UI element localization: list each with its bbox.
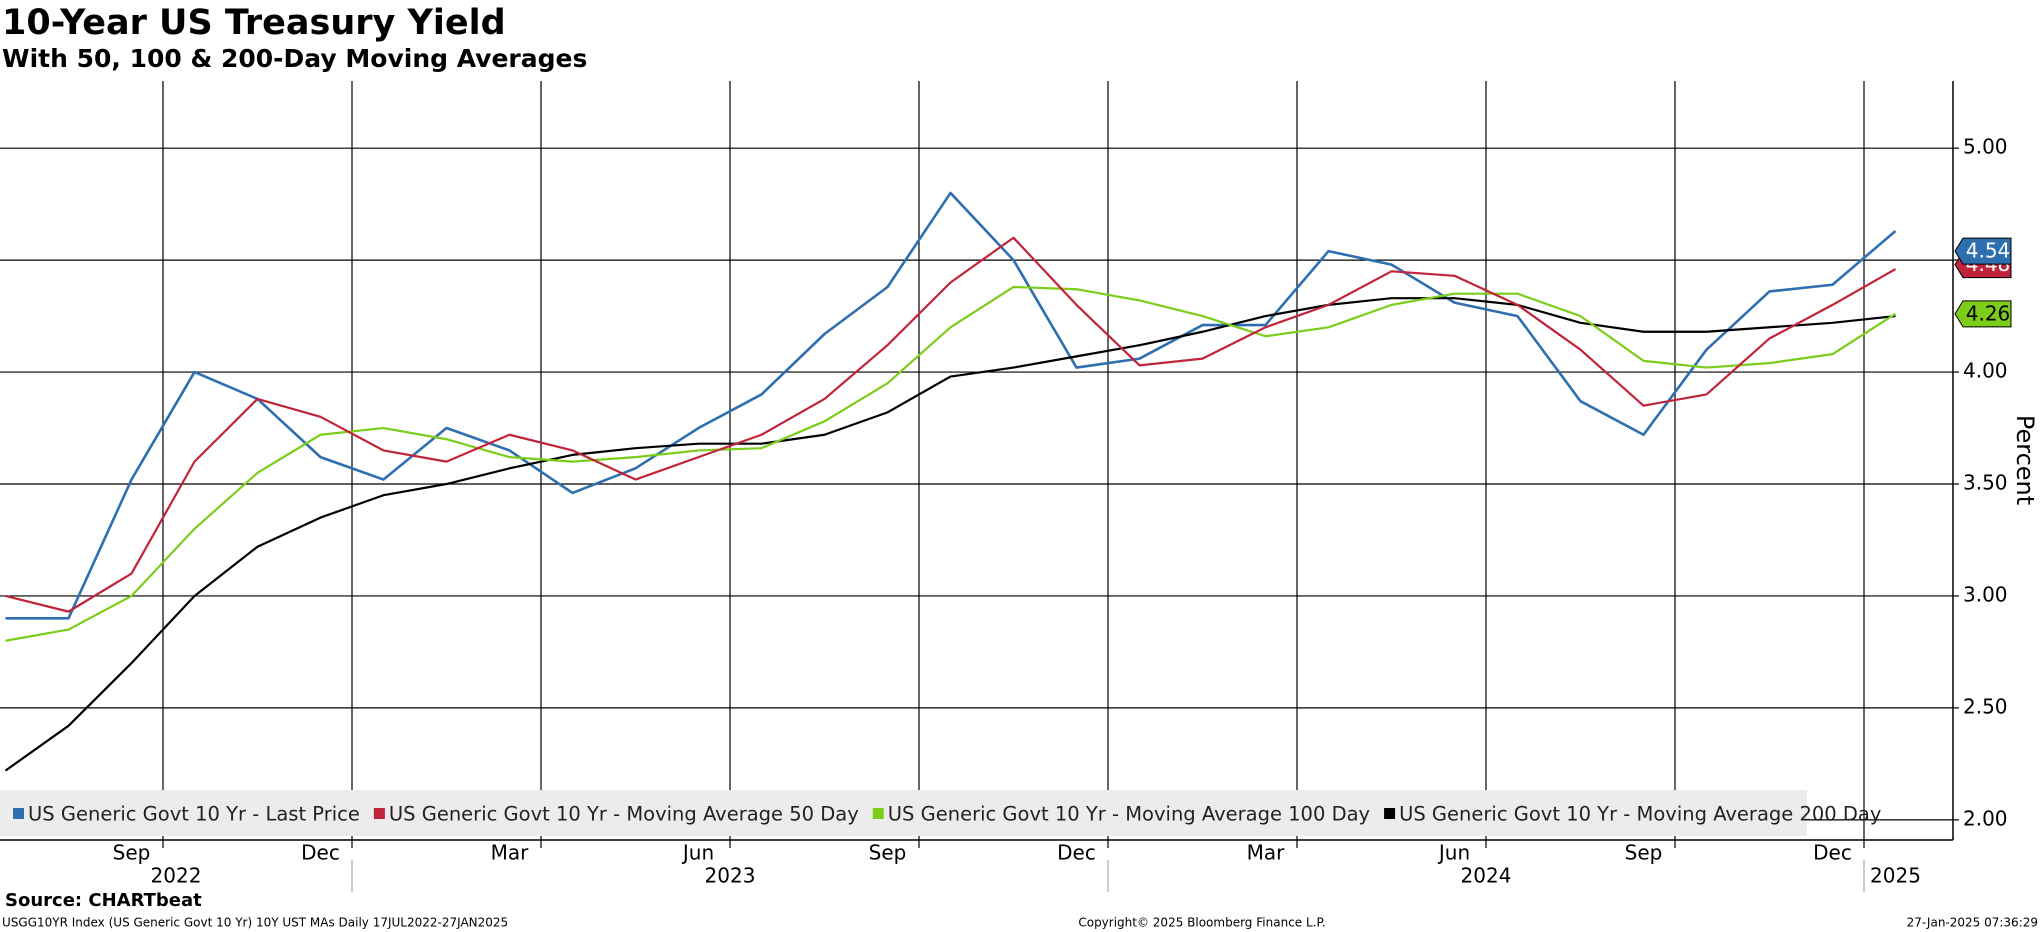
legend-box	[0, 790, 1807, 836]
x-tick-label: Jun	[681, 841, 714, 865]
y-tick-label: 3.50	[1963, 471, 2008, 495]
legend-label: US Generic Govt 10 Yr - Moving Average 1…	[888, 803, 1370, 826]
x-tick-label: Sep	[1625, 841, 1663, 865]
series-line	[5, 285, 1897, 642]
legend-swatch	[872, 808, 884, 819]
last-value-box	[1954, 237, 2012, 265]
x-tick-label: Dec	[1057, 841, 1096, 865]
year-label: 2023	[705, 864, 756, 888]
x-tick-label: Sep	[869, 841, 907, 865]
source: Source: CHARTbeat	[5, 890, 202, 911]
legend-label: US Generic Govt 10 Yr - Moving Average 2…	[1399, 803, 1881, 826]
last-value-label: 4.54	[1966, 239, 2011, 263]
chart-title: 10-Year US Treasury Yield	[2, 3, 506, 43]
footer-left: USGG10YR Index (US Generic Govt 10 Yr) 1…	[2, 916, 508, 930]
x-tick-label: Mar	[491, 841, 530, 865]
x-tick-label: Dec	[301, 841, 340, 865]
year-label: 2024	[1461, 864, 1512, 888]
y-tick-label: 2.00	[1963, 806, 2008, 830]
last-value-box	[1954, 300, 2012, 328]
legend-swatch	[373, 808, 385, 819]
footer-center: Copyright© 2025 Bloomberg Finance L.P.	[1078, 916, 1325, 930]
legend-label: US Generic Govt 10 Yr - Moving Average 5…	[389, 803, 859, 826]
x-tick-label: Dec	[1813, 841, 1852, 865]
y-tick-label: 5.00	[1963, 135, 2008, 159]
y-axis-label: Percent	[2011, 415, 2039, 505]
year-label: 2025	[1870, 864, 1921, 888]
series-line	[4, 297, 1896, 772]
legend-label: US Generic Govt 10 Yr - Last Price	[28, 803, 360, 826]
y-tick-label: 3.00	[1963, 582, 2008, 606]
chart-subtitle: With 50, 100 & 200-Day Moving Averages	[2, 44, 587, 73]
legend-swatch	[1384, 808, 1396, 819]
y-tick-label: 2.50	[1963, 694, 2008, 718]
last-value-label: 4.26	[1966, 301, 2011, 325]
x-tick-label: Sep	[113, 841, 151, 865]
legend-swatch	[13, 808, 24, 819]
footer-right: 27-Jan-2025 07:36:29	[1907, 916, 2038, 930]
x-tick-label: Mar	[1247, 841, 1286, 865]
series-line	[5, 236, 1897, 613]
series-line	[5, 191, 1897, 620]
x-tick-label: Jun	[1437, 841, 1470, 865]
year-label: 2022	[151, 864, 202, 888]
y-tick-label: 4.00	[1963, 359, 2008, 383]
